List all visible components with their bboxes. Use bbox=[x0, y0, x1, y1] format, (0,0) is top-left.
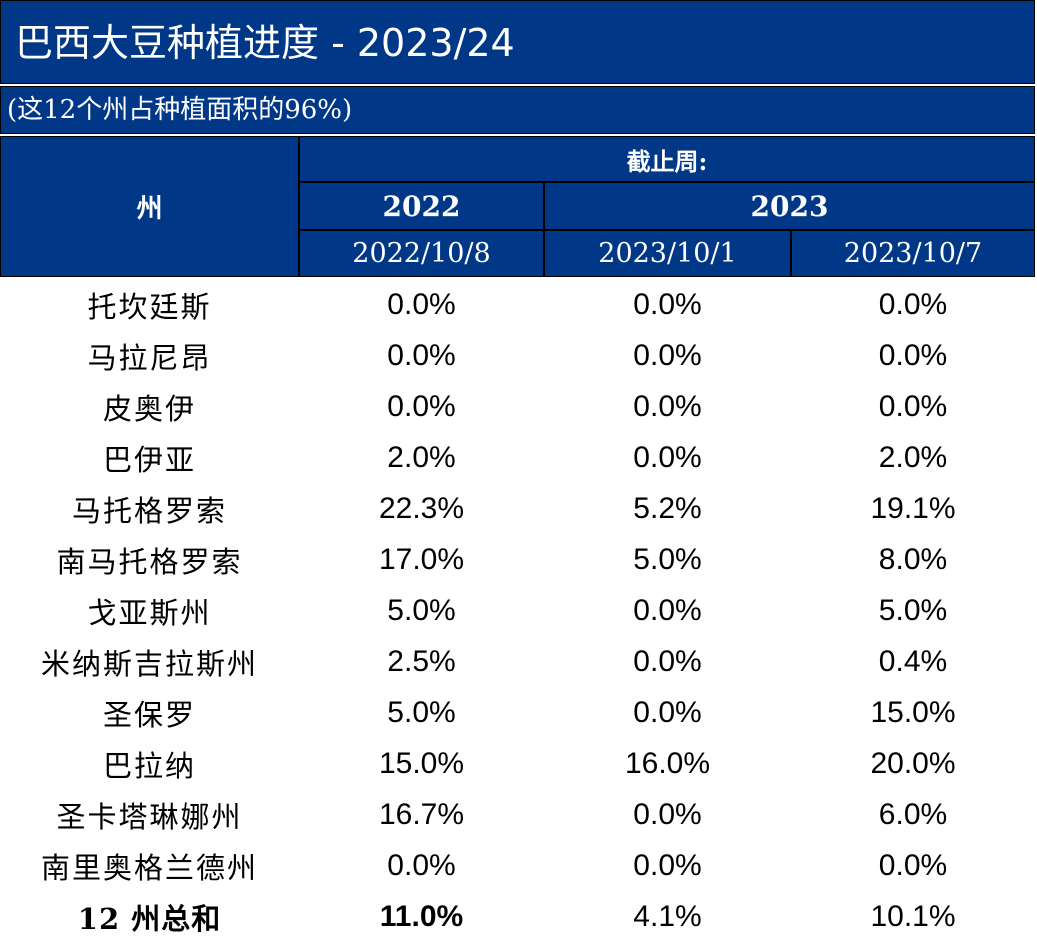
state-name: 米纳斯吉拉斯州 bbox=[40, 646, 258, 681]
header-year-2023: 2023 bbox=[544, 182, 1035, 230]
value-2023-10-1: 0.0% bbox=[633, 797, 702, 831]
value-2022-10-8: 5.0% bbox=[387, 593, 456, 627]
page-subtitle: (这12个州占种植面积的96%) bbox=[0, 86, 1035, 134]
value-2023-10-7: 20.0% bbox=[870, 746, 956, 780]
value-2023-10-7: 0.0% bbox=[878, 848, 948, 882]
state-name: 戈亚斯州 bbox=[87, 595, 212, 630]
state-name: 圣卡塔琳娜州 bbox=[56, 799, 243, 834]
value-2023-10-1: 0.0% bbox=[633, 440, 702, 474]
total-row: 12 州总和 11.0% 4.1% 10.1% bbox=[0, 891, 1037, 942]
value-2023-10-1: 0.0% bbox=[633, 695, 702, 729]
table-row: 戈亚斯州 5.0% 0.0% 5.0% bbox=[0, 585, 1037, 636]
table-row: 圣保罗 5.0% 0.0% 15.0% bbox=[0, 687, 1037, 738]
value-2023-10-1: 0.0% bbox=[633, 287, 702, 321]
value-2022-10-8: 22.3% bbox=[378, 491, 465, 525]
table-row: 皮奥伊 0.0% 0.0% 0.0% bbox=[0, 381, 1037, 432]
header-date-2023-10-1: 2023/10/1 bbox=[544, 230, 791, 277]
header-date-2023-10-7: 2023/10/7 bbox=[791, 230, 1035, 277]
value-2022-10-8: 2.5% bbox=[387, 644, 456, 678]
table-row: 马托格罗索 22.3% 5.2% 19.1% bbox=[0, 483, 1037, 534]
value-2023-10-1: 0.0% bbox=[633, 389, 702, 423]
table-row: 米纳斯吉拉斯州 2.5% 0.0% 0.4% bbox=[0, 636, 1037, 687]
value-2023-10-7: 0.0% bbox=[878, 389, 948, 423]
value-2023-10-1: 0.0% bbox=[633, 338, 702, 372]
value-2023-10-7: 5.0% bbox=[878, 593, 948, 627]
value-2023-10-7: 0.4% bbox=[878, 644, 948, 678]
state-name: 巴拉纳 bbox=[102, 748, 196, 783]
table-row: 圣卡塔琳娜州 16.7% 0.0% 6.0% bbox=[0, 789, 1037, 840]
value-2023-10-1: 5.2% bbox=[633, 491, 702, 525]
value-2022-10-8: 16.7% bbox=[378, 797, 465, 831]
value-2023-10-7: 2.0% bbox=[878, 440, 948, 474]
table-row: 巴拉纳 15.0% 16.0% 20.0% bbox=[0, 738, 1037, 789]
total-2022-10-8: 11.0% bbox=[379, 899, 464, 933]
state-name: 南马托格罗索 bbox=[56, 544, 243, 579]
state-name: 南里奥格兰德州 bbox=[40, 850, 258, 885]
value-2023-10-7: 6.0% bbox=[878, 797, 948, 831]
table-body: 托坎廷斯 0.0% 0.0% 0.0% 马拉尼昂 0.0% 0.0% 0.0% … bbox=[0, 279, 1037, 942]
total-2023-10-7: 10.1% bbox=[870, 899, 956, 933]
value-2023-10-7: 19.1% bbox=[870, 491, 956, 525]
state-name: 马托格罗索 bbox=[71, 493, 227, 528]
state-name: 圣保罗 bbox=[102, 697, 196, 732]
state-name: 巴伊亚 bbox=[102, 442, 196, 477]
value-2022-10-8: 0.0% bbox=[387, 389, 456, 423]
value-2023-10-7: 0.0% bbox=[878, 287, 948, 321]
header-cutoff-week: 截止周: bbox=[299, 136, 1035, 182]
table-row: 巴伊亚 2.0% 0.0% 2.0% bbox=[0, 432, 1037, 483]
value-2023-10-1: 0.0% bbox=[633, 848, 702, 882]
value-2023-10-1: 5.0% bbox=[633, 542, 702, 576]
value-2022-10-8: 0.0% bbox=[387, 338, 456, 372]
state-name: 托坎廷斯 bbox=[87, 289, 212, 324]
value-2023-10-1: 16.0% bbox=[624, 746, 711, 780]
header-state: 州 bbox=[0, 136, 299, 277]
header-date-2022-10-8: 2022/10/8 bbox=[299, 230, 544, 277]
table-row: 托坎廷斯 0.0% 0.0% 0.0% bbox=[0, 279, 1037, 330]
value-2022-10-8: 17.0% bbox=[378, 542, 465, 576]
total-label: 12 州总和 bbox=[77, 901, 222, 936]
value-2022-10-8: 5.0% bbox=[387, 695, 456, 729]
table-row: 南里奥格兰德州 0.0% 0.0% 0.0% bbox=[0, 840, 1037, 891]
total-2023-10-1: 4.1% bbox=[633, 899, 702, 933]
value-2022-10-8: 0.0% bbox=[387, 848, 456, 882]
table-row: 南马托格罗索 17.0% 5.0% 8.0% bbox=[0, 534, 1037, 585]
value-2023-10-1: 0.0% bbox=[633, 644, 702, 678]
state-name: 皮奥伊 bbox=[102, 391, 196, 426]
value-2023-10-7: 15.0% bbox=[870, 695, 956, 729]
value-2023-10-1: 0.0% bbox=[633, 593, 702, 627]
state-name: 马拉尼昂 bbox=[87, 340, 212, 375]
page-title: 巴西大豆种植进度 - 2023/24 bbox=[0, 0, 1035, 84]
value-2023-10-7: 8.0% bbox=[878, 542, 948, 576]
value-2022-10-8: 2.0% bbox=[387, 440, 456, 474]
value-2022-10-8: 0.0% bbox=[387, 287, 456, 321]
value-2023-10-7: 0.0% bbox=[878, 338, 948, 372]
table-row: 马拉尼昂 0.0% 0.0% 0.0% bbox=[0, 330, 1037, 381]
value-2022-10-8: 15.0% bbox=[378, 746, 465, 780]
header-year-2022: 2022 bbox=[299, 182, 544, 230]
